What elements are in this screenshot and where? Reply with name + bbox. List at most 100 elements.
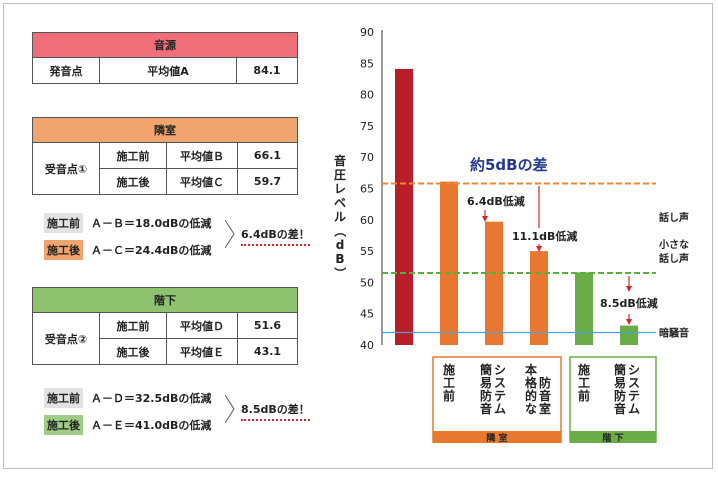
annotation-6-4: 6.4dB低減	[467, 194, 525, 208]
category-label-char: 易	[480, 376, 492, 390]
annotation-8-5: 8.5dB低減	[600, 296, 658, 310]
after-tag: 施工後	[44, 240, 83, 260]
reference-line-label: 小さな	[658, 238, 689, 251]
arrow-11-1-head	[536, 246, 542, 252]
source-point-cell: 発音点	[32, 57, 100, 84]
category-label-char: ム	[628, 402, 640, 416]
y-tick-label: 75	[360, 120, 374, 133]
source-table: 音源 発音点 平均値A 84.1	[32, 32, 298, 84]
category-label-char: 工	[443, 376, 455, 390]
arrow-8-5-upper-head	[626, 286, 632, 292]
next-room-before-note: 施工前 Ａ－Ｂ＝18.0dBの低減	[44, 213, 211, 233]
next-room-avg-c-value: 59.7	[237, 168, 298, 195]
downstairs-table: 階下 受音点② 施工前 平均値Ｄ 51.6 施工後 平均値Ｅ 43.1	[32, 287, 298, 365]
category-label-char: 簡	[480, 362, 492, 377]
downstairs-avg-e-label: 平均値Ｅ	[166, 338, 238, 365]
annotation-11-1: 11.1dB低減	[512, 229, 577, 243]
downstairs-avg-e-value: 43.1	[237, 338, 298, 365]
category-label-char: シ	[628, 363, 640, 377]
y-axis-label-char: ）	[333, 267, 348, 279]
next-room-avg-c-label: 平均値Ｃ	[166, 168, 238, 195]
after-reduction-text: Ａ－Ｅ＝41.0dBの低減	[91, 419, 212, 432]
group-label-next-room: 隣 室	[486, 432, 507, 444]
category-label-char: 易	[614, 376, 626, 390]
downstairs-after-note: 施工後 Ａ－Ｅ＝41.0dBの低減	[44, 415, 211, 435]
y-axis-label-char: （	[333, 225, 348, 237]
before-tag: 施工前	[44, 388, 83, 408]
y-axis-label-char: d	[336, 238, 345, 252]
annotation-main: 約5dBの差	[470, 156, 548, 174]
y-axis-label-char: レ	[334, 182, 346, 196]
source-average-label-cell: 平均値A	[99, 57, 237, 84]
reference-line-label: 話し声	[659, 211, 689, 224]
category-label-char: テ	[628, 389, 640, 403]
reference-line-label: 暗騒音	[659, 326, 689, 339]
next-room-table: 隣室 受音点① 施工前 平均値Ｂ 66.1 施工後 平均値Ｃ 59.7	[32, 117, 298, 195]
category-label-char: 簡	[614, 362, 626, 377]
reference-line-label: 話し声	[659, 252, 689, 265]
arrow-8-5-lower-head	[626, 319, 632, 325]
bar	[575, 272, 593, 345]
bar	[440, 181, 458, 345]
before-reduction-text: Ａ－Ｄ＝32.5dBの低減	[91, 392, 212, 405]
category-label-char: 前	[443, 388, 455, 403]
before-reduction-text: Ａ－Ｂ＝18.0dBの低減	[91, 217, 212, 230]
category-label-char: 施	[443, 362, 455, 377]
y-axis-label-char: ベ	[334, 196, 346, 210]
downstairs-before-note: 施工前 Ａ－Ｄ＝32.5dBの低減	[44, 388, 211, 408]
category-label-char: 前	[578, 388, 590, 403]
category-label-char: 的	[525, 388, 537, 403]
downstairs-after-cell: 施工後	[99, 338, 167, 365]
downstairs-brace	[225, 395, 235, 423]
y-tick-label: 80	[360, 89, 374, 102]
next-room-avg-b-label: 平均値Ｂ	[166, 142, 238, 169]
next-room-before-cell: 施工前	[99, 142, 167, 169]
next-room-diff-label: 6.4dBの差！	[241, 226, 310, 246]
category-label-char: 本	[525, 362, 537, 377]
category-label-char: ム	[494, 402, 506, 416]
y-axis-label-char: 音	[334, 153, 346, 168]
category-label-char: 音	[614, 401, 626, 416]
bar	[485, 221, 503, 345]
downstairs-table-title: 階下	[32, 287, 298, 313]
bar	[395, 68, 413, 346]
next-room-table-title: 隣室	[32, 117, 298, 143]
y-tick-label: 70	[360, 151, 374, 164]
next-room-after-note: 施工後 Ａ－Ｃ＝24.4dBの低減	[44, 240, 211, 260]
category-label-char: 防	[539, 375, 551, 390]
group-label-downstairs: 階 下	[602, 432, 623, 444]
category-label-char: ス	[628, 376, 640, 390]
bar	[620, 325, 638, 345]
category-label-char: 工	[578, 376, 590, 390]
y-axis-label-char: ル	[334, 210, 346, 224]
y-tick-label: 60	[360, 214, 374, 227]
category-label-char: 音	[539, 388, 551, 403]
downstairs-point-cell: 受音点②	[32, 312, 100, 365]
before-tag: 施工前	[44, 213, 83, 233]
y-tick-label: 50	[360, 276, 374, 289]
category-label-char: テ	[494, 389, 506, 403]
y-axis-label-char: B	[335, 252, 344, 266]
category-label-char: な	[525, 402, 537, 416]
y-axis-label-char: 圧	[334, 168, 346, 182]
category-label-char: 室	[539, 401, 551, 416]
y-tick-label: 90	[360, 26, 374, 39]
category-label-char: 格	[525, 375, 538, 390]
downstairs-diff-label: 8.5dBの差！	[241, 401, 310, 421]
y-tick-label: 40	[360, 339, 374, 352]
group-label-bg-next-room	[433, 431, 561, 443]
next-room-brace	[225, 220, 235, 248]
downstairs-avg-d-label: 平均値Ｄ	[166, 312, 238, 339]
category-label-char: シ	[494, 363, 506, 377]
y-tick-label: 85	[360, 57, 374, 70]
category-label-char: 防	[480, 388, 492, 403]
y-tick-label: 45	[360, 308, 374, 321]
arrow-6-4-head	[482, 216, 488, 222]
after-reduction-text: Ａ－Ｃ＝24.4dBの低減	[91, 244, 212, 257]
category-label-char: 施	[578, 362, 590, 377]
after-tag: 施工後	[44, 415, 83, 435]
source-average-value-cell: 84.1	[236, 57, 298, 84]
figure-frame	[3, 3, 713, 469]
category-label-char: 音	[480, 401, 492, 416]
